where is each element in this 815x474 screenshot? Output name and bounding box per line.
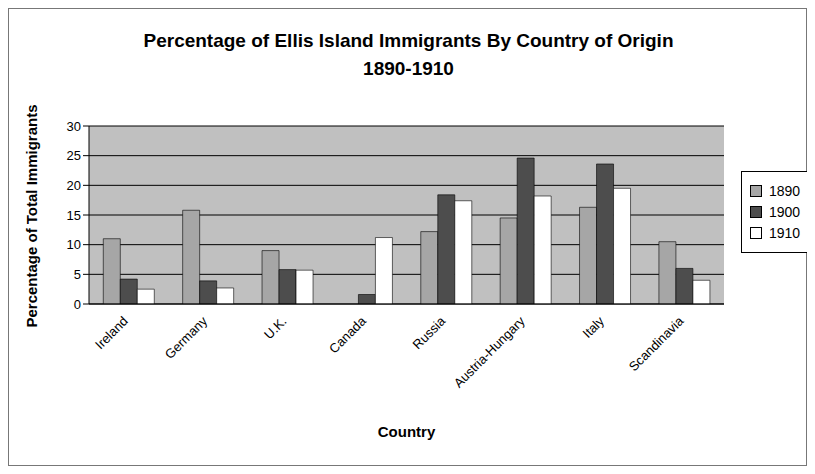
svg-text:0: 0 [74, 297, 81, 312]
svg-text:Ireland: Ireland [92, 314, 131, 353]
svg-text:20: 20 [67, 178, 81, 193]
svg-text:Country: Country [378, 423, 436, 440]
html-text:Percentage of Ellis Island Imm: Percentage of Ellis Island Immigrants By… [143, 30, 674, 51]
html-text:1910: 1910 [769, 225, 801, 241]
svg-text:Austria-Hungary: Austria-Hungary [451, 313, 528, 390]
svg-text:5: 5 [74, 267, 81, 282]
svg-text:Scandinavia: Scandinavia [626, 313, 687, 374]
svg-text:25: 25 [67, 148, 81, 163]
svg-text:U.K.: U.K. [261, 314, 289, 342]
html-text:1900: 1900 [769, 204, 801, 220]
svg-text:Germany: Germany [162, 313, 211, 362]
svg-text:15: 15 [67, 208, 81, 223]
svg-text:Italy: Italy [580, 313, 608, 341]
svg-text:Canada: Canada [326, 313, 369, 356]
svg-text:30: 30 [67, 119, 81, 134]
html-text:Percentage of Total Immigrants: Percentage of Total Immigrants [22, 104, 40, 328]
html-text:1890-1910: 1890-1910 [363, 58, 454, 79]
svg-text:10: 10 [67, 237, 81, 252]
html-text:1890: 1890 [769, 183, 801, 199]
svg-text:Russia: Russia [410, 313, 449, 352]
